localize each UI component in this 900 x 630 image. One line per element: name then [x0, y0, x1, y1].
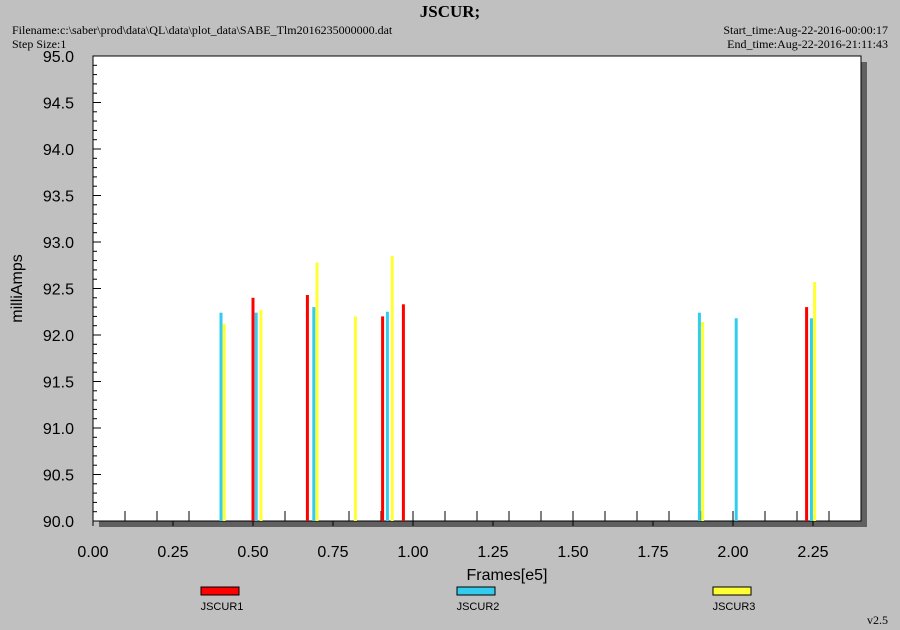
- legend-label-jscur3: JSCUR3: [713, 601, 756, 613]
- x-tick-label: 0.75: [317, 544, 348, 561]
- bar-jscur2: [385, 311, 389, 521]
- x-tick-label: 1.75: [637, 544, 668, 561]
- bar-jscur2: [697, 312, 701, 521]
- y-tick-label: 90.0: [43, 514, 74, 531]
- y-tick-label: 93.5: [43, 189, 74, 206]
- x-tick-label: 0.00: [77, 544, 108, 561]
- bar-jscur1: [381, 316, 385, 521]
- version-label: v2.5: [867, 613, 888, 627]
- x-tick-label: 0.25: [157, 544, 188, 561]
- y-tick-label: 95.0: [43, 49, 74, 66]
- bar-jscur3: [315, 262, 319, 521]
- x-tick-label: 1.00: [397, 544, 428, 561]
- x-axis-label: Frames[e5]: [467, 567, 548, 584]
- bar-jscur2: [254, 312, 258, 521]
- y-tick-label: 92.0: [43, 328, 74, 345]
- y-tick-label: 94.5: [43, 96, 74, 113]
- bar-jscur3: [390, 255, 394, 521]
- filename-label: Filename:c:\saber\prod\data\QL\data\plot…: [12, 23, 393, 37]
- bar-jscur1: [805, 307, 809, 521]
- legend-swatch-jscur2: [456, 586, 496, 596]
- start-time-label: Start_time:Aug-22-2016-00:00:17: [723, 23, 888, 37]
- y-axis-label: milliAmps: [9, 254, 26, 322]
- bar-jscur2: [219, 312, 223, 521]
- legend-swatch-jscur3: [712, 586, 752, 596]
- x-tick-label: 0.50: [237, 544, 268, 561]
- bar-jscur3: [259, 309, 263, 521]
- end-time-label: End_time:Aug-22-2016-21:11:43: [727, 37, 888, 51]
- y-tick-label: 92.5: [43, 282, 74, 299]
- legend-label-jscur1: JSCUR1: [201, 601, 244, 613]
- bar-jscur1: [251, 297, 255, 521]
- x-tick-label: 1.25: [477, 544, 508, 561]
- y-tick-label: 90.5: [43, 468, 74, 485]
- x-tick-label: 2.00: [717, 544, 748, 561]
- y-tick-label: 94.0: [43, 142, 74, 159]
- legend-label-jscur2: JSCUR2: [457, 601, 500, 613]
- bar-jscur2: [809, 318, 813, 521]
- x-tick-label: 2.25: [797, 544, 828, 561]
- bar-jscur3: [222, 323, 226, 521]
- bar-jscur1: [305, 295, 309, 521]
- step-size-label: Step Size:1: [12, 37, 67, 51]
- bar-jscur2: [734, 318, 738, 521]
- x-tick-label: 1.50: [557, 544, 588, 561]
- bar-jscur1: [401, 304, 405, 521]
- bar-jscur3: [813, 281, 817, 521]
- y-tick-label: 91.5: [43, 375, 74, 392]
- plot-area: [92, 55, 862, 522]
- y-tick-label: 93.0: [43, 235, 74, 252]
- legend-swatch-jscur1: [200, 586, 240, 596]
- y-tick-label: 91.0: [43, 421, 74, 438]
- bar-jscur3: [701, 321, 705, 521]
- bar-jscur3: [353, 316, 357, 521]
- bar-jscur2: [312, 307, 316, 521]
- chart-title: JSCUR;: [419, 2, 481, 21]
